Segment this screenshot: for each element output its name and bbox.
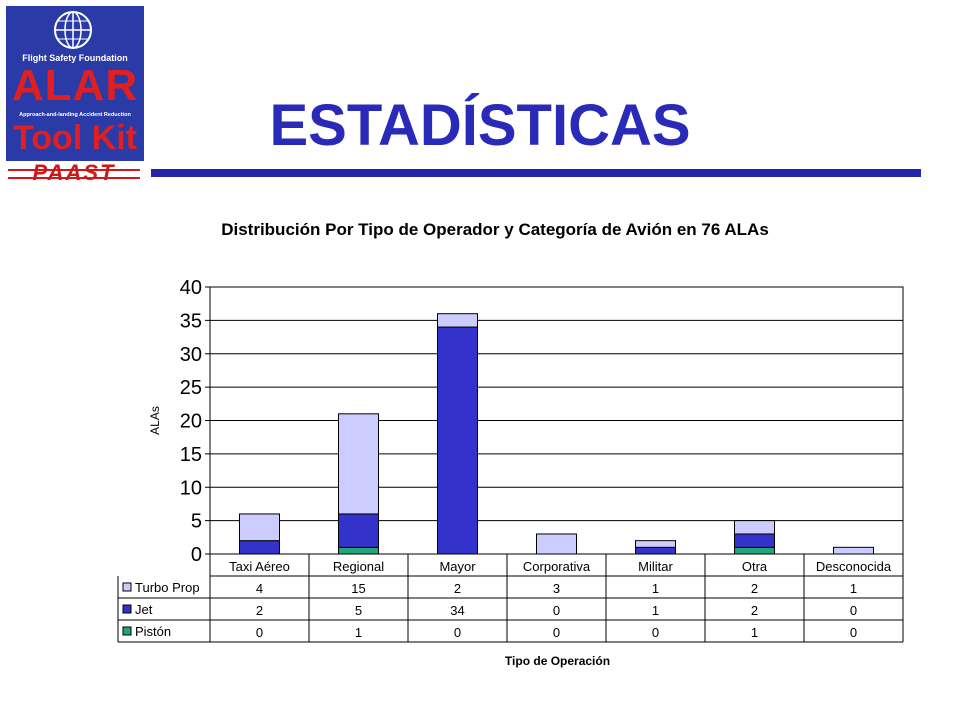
paast-badge: PAAST (8, 160, 140, 190)
table-value: 4 (256, 581, 263, 596)
x-category-label: Regional (333, 559, 384, 574)
table-value: 0 (256, 625, 263, 640)
bar-segment (734, 520, 775, 535)
bar-segment (635, 546, 676, 555)
x-axis-label: Tipo de Operación (505, 654, 610, 668)
legend-swatch (122, 604, 132, 614)
table-value: 0 (454, 625, 461, 640)
bar-segment (536, 533, 577, 555)
logo-subtitle-text: Approach-and-landing Accident Reduction (19, 112, 131, 118)
table-value: 2 (751, 603, 758, 618)
x-category-label: Otra (742, 559, 768, 574)
bar-segment (734, 533, 775, 548)
bar-segment (338, 513, 379, 548)
paast-line-bottom (8, 177, 140, 179)
bar-segment (635, 540, 676, 548)
bar-segment (239, 513, 280, 542)
chart-title: Distribución Por Tipo de Operador y Cate… (221, 220, 769, 239)
bar-segment (437, 313, 478, 328)
table-value: 2 (256, 603, 263, 618)
table-value: 0 (553, 625, 560, 640)
table-value: 0 (553, 603, 560, 618)
table-value: 15 (351, 581, 365, 596)
y-axis-label: ALAs (148, 406, 162, 435)
x-category-label: Corporativa (523, 559, 591, 574)
table-value: 3 (553, 581, 560, 596)
table-value: 0 (850, 603, 857, 618)
table-value: 1 (751, 625, 758, 640)
legend-swatch (122, 582, 132, 592)
y-tick-label: 10 (180, 477, 202, 499)
y-tick-label: 25 (180, 377, 202, 399)
x-category-label: Militar (638, 559, 673, 574)
logo-toolkit-text: Tool Kit (13, 119, 137, 157)
paast-line-top (8, 169, 140, 171)
paast-text: PAAST (32, 160, 116, 185)
table-value: 34 (450, 603, 464, 618)
x-category-label: Taxi Aéreo (229, 559, 290, 574)
table-value: 0 (850, 625, 857, 640)
y-tick-label: 35 (180, 310, 202, 332)
alar-tool-kit-logo: Flight Safety Foundation ALAR Approach-a… (6, 6, 144, 161)
logo-alar-text: ALAR (11, 61, 139, 110)
bar-segment (734, 546, 775, 555)
page-title: ESTADÍSTICAS (269, 93, 691, 158)
bar-segment (833, 546, 874, 555)
y-tick-label: 20 (180, 411, 202, 433)
table-value: 1 (652, 581, 659, 596)
x-category-label: Mayor (439, 559, 476, 574)
legend-label: Jet (135, 602, 153, 617)
table-value: 1 (652, 603, 659, 618)
y-tick-label: 15 (180, 444, 202, 466)
x-category-label: Desconocida (816, 559, 892, 574)
table-value: 1 (355, 625, 362, 640)
globe-icon (54, 11, 92, 49)
bar-segment (239, 540, 280, 555)
bar-segment (338, 546, 379, 555)
table-value: 2 (454, 581, 461, 596)
legend-swatch (122, 626, 132, 636)
legend-label: Pistón (135, 624, 171, 639)
table-value: 5 (355, 603, 362, 618)
table-value: 1 (850, 581, 857, 596)
logo-org-text: Flight Safety Foundation (22, 53, 128, 63)
y-tick-label: 0 (191, 544, 202, 566)
y-tick-label: 40 (180, 277, 202, 299)
bar-segment (338, 413, 379, 515)
table-value: 2 (751, 581, 758, 596)
title-rule (151, 169, 921, 177)
y-tick-label: 5 (191, 511, 202, 533)
table-value: 0 (652, 625, 659, 640)
legend-label: Turbo Prop (135, 580, 200, 595)
bar-segment (437, 326, 478, 555)
y-tick-label: 30 (180, 344, 202, 366)
